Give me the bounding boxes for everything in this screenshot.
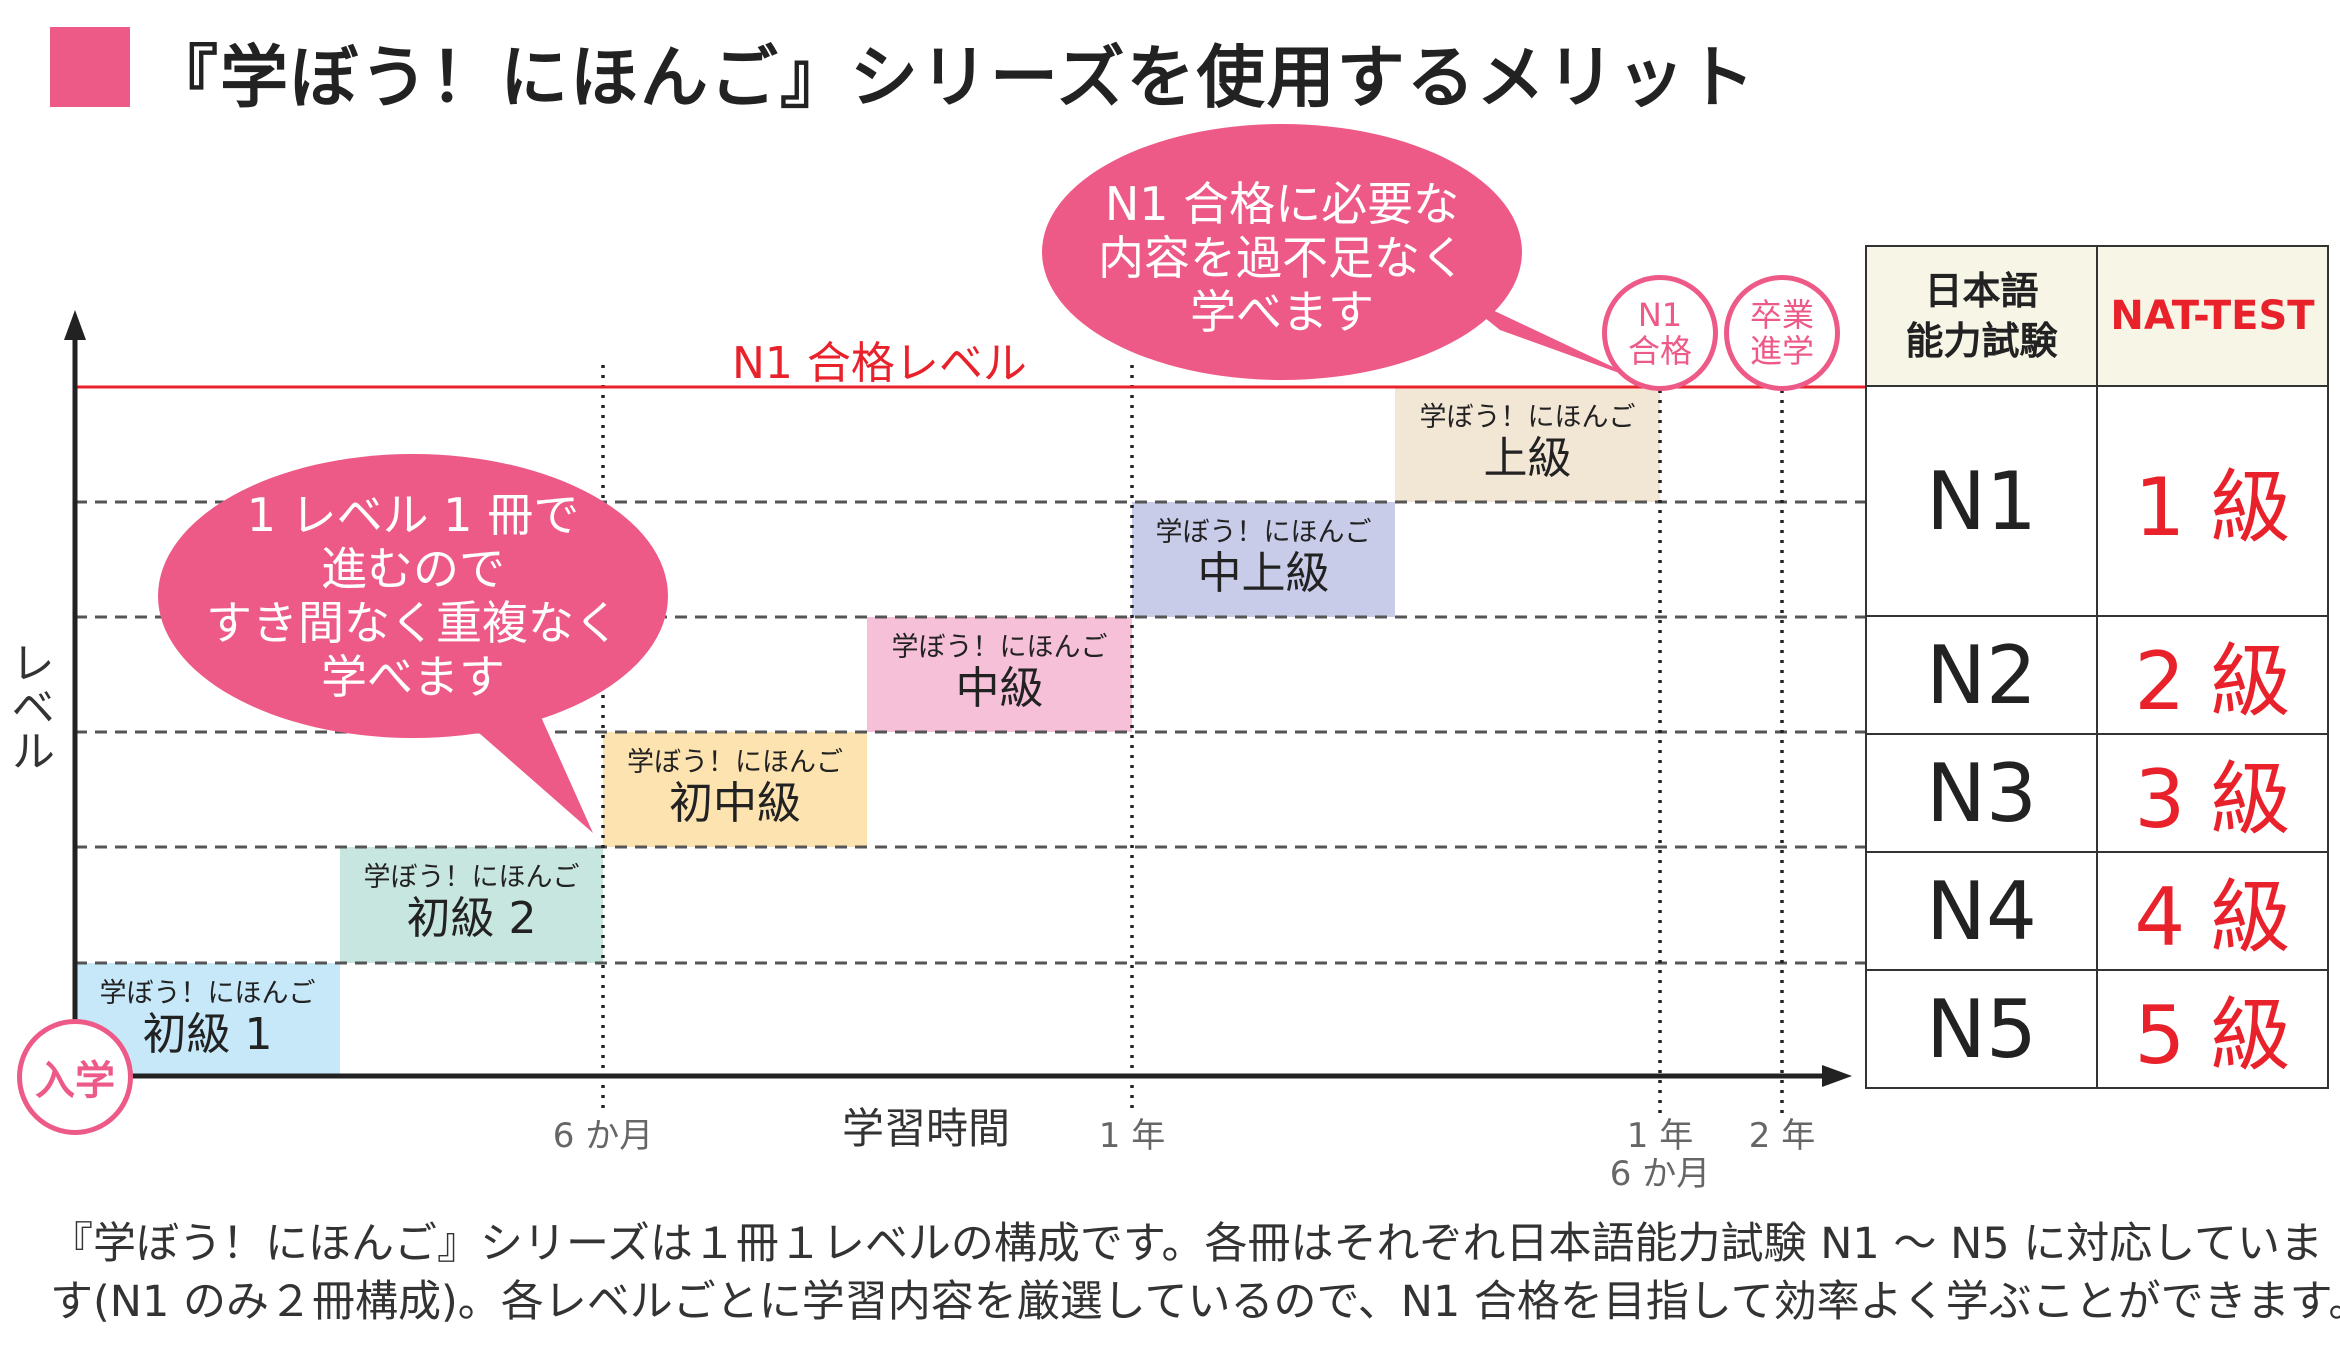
tick-label: 1 年 bbox=[1626, 1116, 1694, 1156]
bubble-line: 進むので bbox=[321, 542, 505, 596]
table-row: N5 5 級 bbox=[1865, 969, 2329, 1089]
level-box-advanced: 学ぼう！にほんご 上級 bbox=[1395, 387, 1660, 502]
table-header-row: 日本語能力試験 NAT-TEST bbox=[1865, 245, 2329, 387]
badge-n1-pass: N1 合格 bbox=[1602, 275, 1718, 391]
table-row: N3 3 級 bbox=[1865, 733, 2329, 853]
badge-label: 入学 bbox=[35, 1058, 115, 1104]
level-name: 初級 1 bbox=[142, 1009, 273, 1060]
level-box-intermediate: 学ぼう！にほんご 中級 bbox=[867, 617, 1132, 732]
x-tick-2-years: 2 年 bbox=[1749, 1117, 1815, 1155]
nat-level: 2 級 bbox=[2096, 615, 2329, 735]
header-line: 能力試験 bbox=[1905, 319, 2058, 363]
badge-label: 進学 bbox=[1749, 332, 1814, 370]
bubble-line: N1 合格に必要な bbox=[1104, 177, 1460, 231]
badge-label: 卒業 bbox=[1749, 296, 1814, 334]
bubble-line: 1 レベル 1 冊で bbox=[246, 488, 580, 542]
bubble-line: すき間なく重複なく bbox=[206, 596, 620, 650]
level-box-beginner-1: 学ぼう！にほんご 初級 1 bbox=[75, 963, 340, 1076]
jlpt-level: N3 bbox=[1865, 733, 2098, 853]
level-name: 中級 bbox=[955, 663, 1044, 714]
tick-label: 1 年 bbox=[1098, 1116, 1166, 1156]
badge-enrollment: 入学 bbox=[17, 1019, 133, 1135]
page-title: 『学ぼう！にほんご』シリーズを使用するメリット bbox=[150, 39, 1757, 118]
badge-label: N1 bbox=[1637, 296, 1683, 334]
speech-bubble-left bbox=[158, 454, 668, 833]
bubble-line: 学べます bbox=[1190, 285, 1374, 339]
badge-graduation: 卒業 進学 bbox=[1724, 275, 1840, 391]
level-name: 初級 2 bbox=[406, 893, 537, 944]
jlpt-level: N5 bbox=[1865, 969, 2098, 1089]
bubble-right-text: N1 合格に必要な 内容を過不足なく 学べます bbox=[1098, 177, 1466, 339]
nat-level: 3 級 bbox=[2096, 733, 2329, 853]
level-name: 初中級 bbox=[669, 778, 801, 829]
level-correspondence-table: 日本語能力試験 NAT-TEST N1 1 級 N2 2 級 N3 3 級 N4 4 級… bbox=[1865, 245, 2329, 1089]
header-jlpt: 日本語 能力試験 bbox=[1865, 245, 2098, 387]
table-row: N4 4 級 bbox=[1865, 851, 2329, 971]
nat-level: 5 級 bbox=[2096, 969, 2329, 1089]
series-label: 学ぼう！にほんご bbox=[1155, 517, 1372, 548]
y-axis-arrow bbox=[64, 310, 86, 340]
level-box-pre-intermediate: 学ぼう！にほんご 初中級 bbox=[603, 732, 867, 847]
header-nat-test: NAT-TEST bbox=[2096, 245, 2329, 387]
jlpt-level: N1 bbox=[1865, 385, 2098, 617]
series-label: 学ぼう！にほんご bbox=[1419, 402, 1636, 433]
badge-label: 合格 bbox=[1627, 332, 1692, 370]
level-box-upper-intermediate: 学ぼう！にほんご 中上級 bbox=[1132, 502, 1395, 617]
level-name: 上級 bbox=[1483, 433, 1572, 484]
level-name: 中上級 bbox=[1197, 548, 1330, 599]
series-label: 学ぼう！にほんご bbox=[891, 632, 1108, 663]
x-tick-6-months: 6 か月 bbox=[553, 1117, 653, 1155]
series-label: 学ぼう！にほんご bbox=[627, 747, 843, 778]
table-row: N2 2 級 bbox=[1865, 615, 2329, 735]
jlpt-level: N2 bbox=[1865, 615, 2098, 735]
speech-bubble-right bbox=[1042, 124, 1647, 383]
tick-label: 6 か月 bbox=[552, 1116, 654, 1156]
nat-level: 1 級 bbox=[2096, 385, 2329, 617]
jlpt-level: N4 bbox=[1865, 851, 2098, 971]
level-box-beginner-2: 学ぼう！にほんご 初級 2 bbox=[340, 847, 603, 963]
title-marker bbox=[50, 27, 130, 107]
bubble-line: 学べます bbox=[321, 650, 505, 704]
y-axis-label: レベル bbox=[3, 640, 54, 772]
series-label: 学ぼう！にほんご bbox=[363, 862, 580, 893]
n1-level-label: N1 合格レベル bbox=[732, 338, 1027, 389]
x-axis-arrow bbox=[1822, 1065, 1852, 1087]
x-tick-1-year: 1 年 bbox=[1099, 1117, 1165, 1155]
table-row: N1 1 級 bbox=[1865, 385, 2329, 617]
tick-label: 6 か月 bbox=[1609, 1154, 1711, 1194]
tick-label: 2 年 bbox=[1748, 1116, 1816, 1156]
series-label: 学ぼう！にほんご bbox=[99, 978, 316, 1009]
bubble-line: 内容を過不足なく bbox=[1098, 231, 1466, 285]
bubble-left-text: 1 レベル 1 冊で 進むので すき間なく重複なく 学べます bbox=[206, 488, 620, 704]
paragraph-line: す(N1 のみ２冊構成)。各レベルごとに学習内容を厳選しているので、N1 合格を… bbox=[50, 1277, 2340, 1327]
description-paragraph: 『学ぼう！にほんご』シリーズは１冊１レベルの構成です。各冊はそれぞれ日本語能力試… bbox=[50, 1215, 2340, 1331]
x-axis-label: 学習時間 bbox=[842, 1104, 1011, 1153]
header-line: 日本語 bbox=[1924, 269, 2039, 313]
paragraph-line: 『学ぼう！にほんご』シリーズは１冊１レベルの構成です。各冊はそれぞれ日本語能力試… bbox=[50, 1219, 2323, 1269]
nat-level: 4 級 bbox=[2096, 851, 2329, 971]
